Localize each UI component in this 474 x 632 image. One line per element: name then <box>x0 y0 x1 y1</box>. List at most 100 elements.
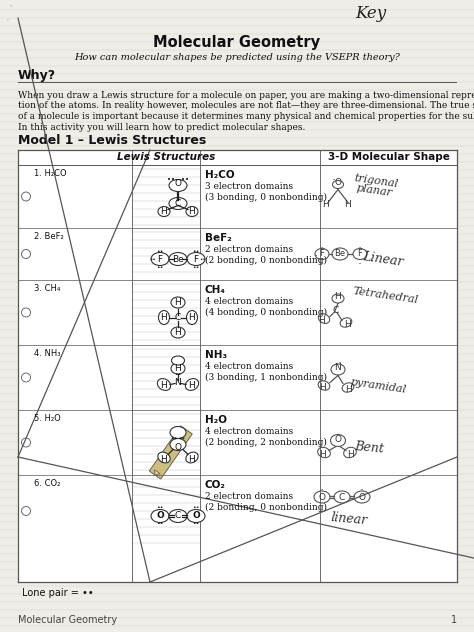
Text: pyramidal: pyramidal <box>350 377 408 395</box>
Text: C: C <box>339 492 345 502</box>
Text: ••: •• <box>150 257 156 262</box>
Text: Key: Key <box>355 5 386 22</box>
Text: H₂O: H₂O <box>205 415 227 425</box>
Text: H: H <box>174 298 182 307</box>
Ellipse shape <box>169 179 187 191</box>
Text: O: O <box>156 511 164 521</box>
Bar <box>18 150 457 582</box>
Text: N: N <box>174 378 182 387</box>
Text: ..: .. <box>337 356 342 365</box>
Text: F: F <box>357 250 363 258</box>
Text: trigonal: trigonal <box>353 173 399 189</box>
Text: H: H <box>345 200 351 209</box>
Text: 1. H₂CO: 1. H₂CO <box>34 169 67 178</box>
Text: H: H <box>189 381 195 390</box>
Text: Tetrahedral: Tetrahedral <box>352 286 419 305</box>
Ellipse shape <box>186 452 198 463</box>
Text: When you draw a Lewis structure for a molecule on paper, you are making a two-di: When you draw a Lewis structure for a mo… <box>18 91 474 100</box>
Text: 4 electron domains: 4 electron domains <box>205 427 293 436</box>
Polygon shape <box>149 426 192 479</box>
Ellipse shape <box>171 297 185 308</box>
Text: ••: •• <box>167 176 175 183</box>
Text: (2 bonding, 2 nonbonding): (2 bonding, 2 nonbonding) <box>205 438 327 447</box>
Text: ••: •• <box>156 265 164 269</box>
Text: H: H <box>161 207 167 216</box>
Text: Model 1 – Lewis Structures: Model 1 – Lewis Structures <box>18 133 206 147</box>
Text: 2. BeF₂: 2. BeF₂ <box>34 232 64 241</box>
Text: O: O <box>319 492 326 502</box>
Text: ••: •• <box>192 506 200 511</box>
Text: F: F <box>319 250 324 258</box>
Text: F: F <box>193 255 199 264</box>
Ellipse shape <box>170 439 186 451</box>
Text: ..: .. <box>360 483 365 492</box>
Text: O: O <box>335 435 341 444</box>
Text: tion of the atoms. In reality however, molecules are not flat—they are three-dim: tion of the atoms. In reality however, m… <box>18 102 474 111</box>
Text: ••: •• <box>192 265 200 269</box>
Text: BeF₂: BeF₂ <box>205 233 232 243</box>
Text: ••: •• <box>192 248 200 253</box>
Text: Lone pair = ••: Lone pair = •• <box>22 588 94 598</box>
Text: O: O <box>358 492 365 502</box>
Text: (2 bonding, 0 nonbonding): (2 bonding, 0 nonbonding) <box>205 256 327 265</box>
Ellipse shape <box>157 379 171 391</box>
Ellipse shape <box>171 363 185 374</box>
Text: C: C <box>175 511 181 521</box>
Text: ..: .. <box>357 257 363 267</box>
Ellipse shape <box>187 509 205 523</box>
Text: Why?: Why? <box>18 70 56 83</box>
Text: ••: •• <box>181 176 189 183</box>
Text: H: H <box>323 200 329 209</box>
Text: H: H <box>335 292 341 301</box>
Text: 5. H₂O: 5. H₂O <box>34 414 61 423</box>
Text: ..: .. <box>319 257 324 267</box>
Text: 3. CH₄: 3. CH₄ <box>34 284 60 293</box>
Text: CH₄: CH₄ <box>205 285 226 295</box>
Text: H: H <box>345 320 351 329</box>
Text: ..: .. <box>314 250 319 258</box>
Text: Molecular Geometry: Molecular Geometry <box>18 615 117 625</box>
Ellipse shape <box>169 197 187 209</box>
Text: Molecular Geometry: Molecular Geometry <box>154 35 320 51</box>
Text: H: H <box>319 316 325 325</box>
Ellipse shape <box>172 356 184 365</box>
Ellipse shape <box>169 509 187 523</box>
Text: In this activity you will learn how to predict molecular shapes.: In this activity you will learn how to p… <box>18 123 305 131</box>
Text: 4. NH₃: 4. NH₃ <box>34 349 61 358</box>
Text: Be: Be <box>172 255 184 264</box>
Ellipse shape <box>186 310 198 324</box>
Text: H₂CO: H₂CO <box>205 170 235 180</box>
Text: H: H <box>189 313 195 322</box>
Text: ..: .. <box>319 483 324 492</box>
Text: linear: linear <box>330 511 368 527</box>
Text: H: H <box>174 328 182 337</box>
Text: Bent: Bent <box>354 441 384 456</box>
Ellipse shape <box>158 310 170 324</box>
Text: ..: .. <box>332 173 337 182</box>
Text: ••: •• <box>192 521 200 526</box>
Text: 3-D Molecular Shape: 3-D Molecular Shape <box>328 152 449 162</box>
Text: ..: .. <box>319 241 324 250</box>
Text: F: F <box>157 255 163 264</box>
Text: H: H <box>161 381 167 390</box>
Text: O: O <box>174 179 182 188</box>
Text: (2 bonding, 0 nonbonding): (2 bonding, 0 nonbonding) <box>205 503 327 512</box>
Ellipse shape <box>186 207 198 217</box>
Text: N: N <box>335 363 341 372</box>
Text: H: H <box>161 455 167 464</box>
Ellipse shape <box>151 509 169 523</box>
Text: 4 electron domains: 4 electron domains <box>205 362 293 371</box>
Text: H: H <box>189 207 195 216</box>
Text: of a molecule is important because it determines many physical and chemical prop: of a molecule is important because it de… <box>18 112 474 121</box>
Text: O: O <box>192 511 200 521</box>
Text: ••: •• <box>170 436 178 441</box>
Text: ••: •• <box>174 372 182 377</box>
Text: Linear: Linear <box>362 250 404 269</box>
Text: H: H <box>161 313 167 322</box>
Text: O: O <box>174 443 182 452</box>
Text: ••: •• <box>200 257 206 262</box>
Text: 1: 1 <box>451 615 457 625</box>
Ellipse shape <box>185 379 199 391</box>
Text: ••: •• <box>178 436 186 441</box>
Text: (3 bonding, 1 nonbonding): (3 bonding, 1 nonbonding) <box>205 373 327 382</box>
